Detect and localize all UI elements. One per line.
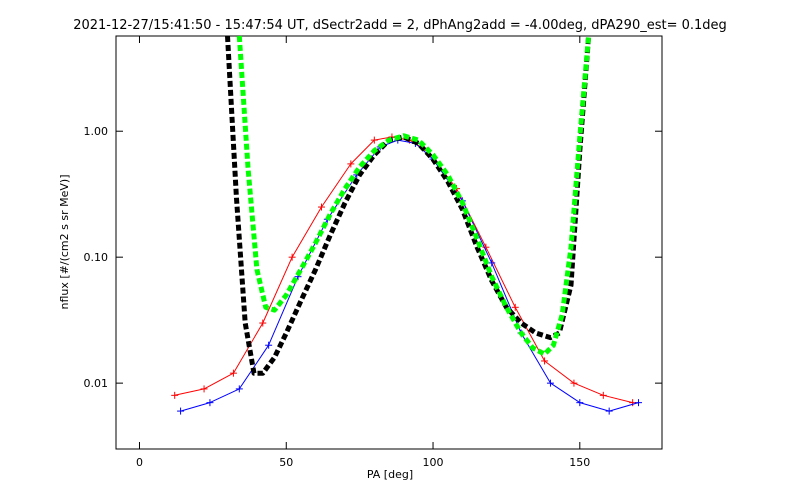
x-tick-label-3: 150 [569,456,590,469]
series-3 [236,35,592,357]
y-axis-label: nflux [#/(cm2 s sr MeV)] [58,175,71,310]
y-tick-label-1: 0.10 [84,251,109,264]
plus-marker-1-14 [546,379,554,387]
plus-marker-0-7 [370,136,378,144]
plus-marker-0-3 [259,319,267,327]
plus-marker-0-16 [599,391,607,399]
plus-marker-1-12 [488,259,496,267]
x-tick-label-2: 100 [423,456,444,469]
y-tick-label-2: 1.00 [84,125,109,138]
plus-marker-0-4 [288,253,296,261]
plus-marker-1-0 [177,407,185,415]
series-layer [171,35,643,415]
plus-marker-1-2 [235,385,243,393]
plus-marker-0-14 [541,357,549,365]
x-tick-label-1: 50 [279,456,293,469]
plus-marker-1-3 [265,341,273,349]
series-line-2 [225,35,592,376]
plus-marker-0-6 [347,160,355,168]
plus-marker-1-1 [206,399,214,407]
plus-marker-1-17 [635,399,643,407]
plus-marker-1-16 [605,407,613,415]
plus-marker-0-5 [317,203,325,211]
series-line-3 [236,35,592,357]
series-line-1 [180,139,639,412]
series-2 [225,35,592,376]
plot-frame [115,35,663,450]
plus-marker-1-15 [576,399,584,407]
x-axis-label: PA [deg] [367,468,413,481]
plus-marker-0-1 [200,385,208,393]
plus-marker-0-0 [171,391,179,399]
chart-title: 2021-12-27/15:41:50 - 15:47:54 UT, dSect… [73,18,727,33]
plus-marker-0-2 [229,369,237,377]
x-tick-label-0: 0 [136,456,143,469]
tick-layer: 0 50 100 150 0.01 0.10 1.00 [84,36,662,469]
plus-marker-0-17 [629,399,637,407]
plus-marker-0-13 [511,303,519,311]
y-tick-label-0: 0.01 [84,377,109,390]
plus-marker-0-15 [570,379,578,387]
